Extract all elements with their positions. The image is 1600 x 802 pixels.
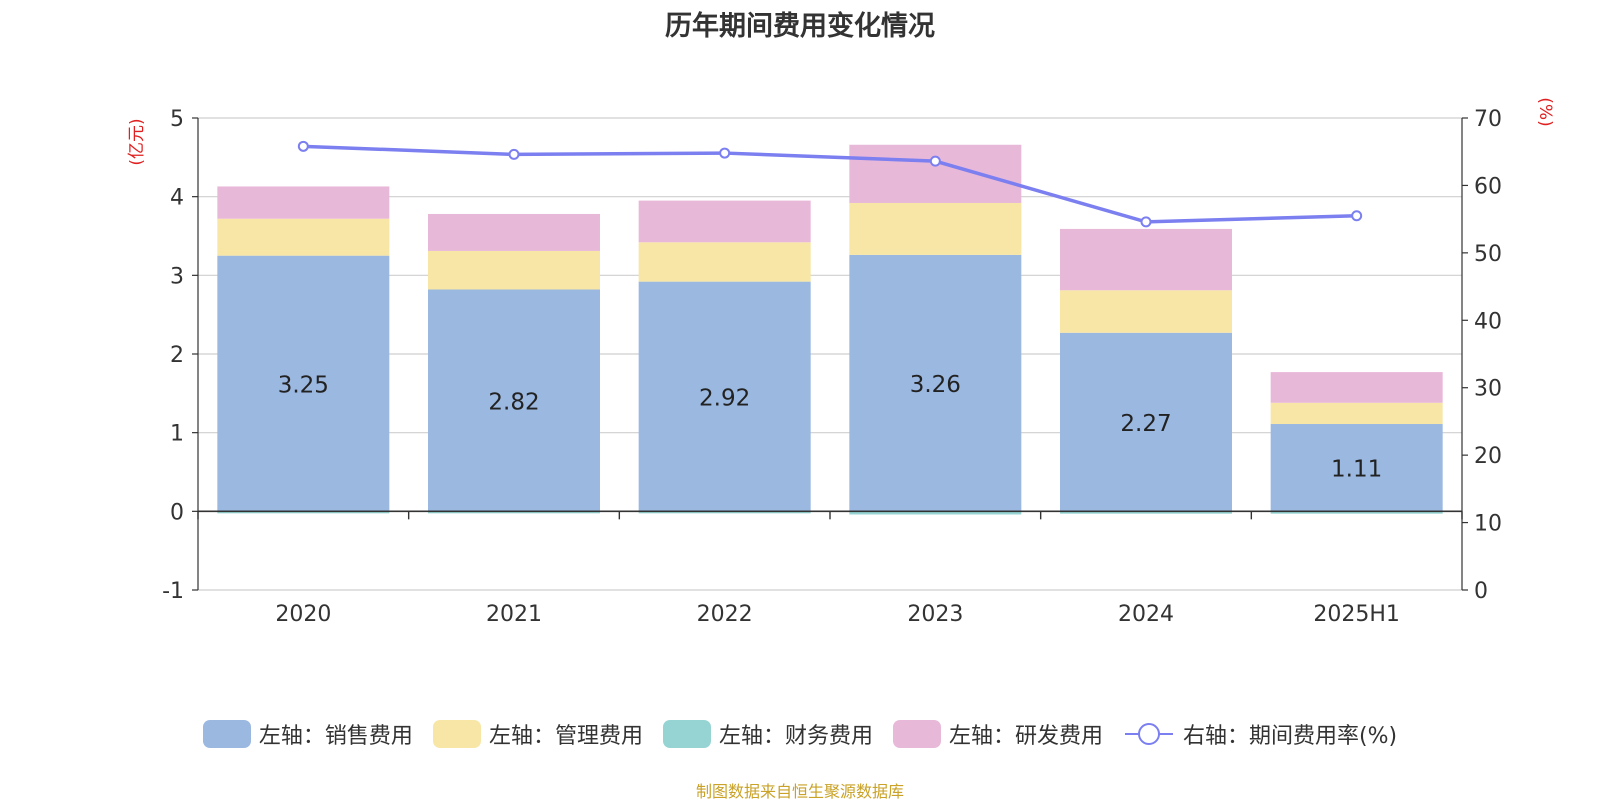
legend-swatch xyxy=(892,720,941,748)
legend-label: 右轴：期间费用率(%) xyxy=(1182,724,1398,749)
x-axis-category-label: 2024 xyxy=(1118,602,1174,627)
bar-segment xyxy=(217,255,390,512)
left-axis-tick-label: 1 xyxy=(170,422,184,447)
right-axis-tick-label: 60 xyxy=(1474,174,1502,199)
bar-segment xyxy=(638,281,811,512)
left-axis-tick-label: 0 xyxy=(170,500,184,525)
ratio-point xyxy=(508,148,520,160)
legend-swatch xyxy=(662,720,711,748)
right-axis-tick-label: 0 xyxy=(1474,579,1488,604)
data-label: 2.82 xyxy=(488,389,539,415)
data-label: 3.26 xyxy=(910,372,961,398)
ratio-point xyxy=(1140,216,1152,228)
chart-title: 历年期间费用变化情况 xyxy=(665,11,935,42)
bar-segment xyxy=(849,144,1022,203)
bar-segment xyxy=(638,242,811,282)
left-axis-tick-label: 4 xyxy=(170,186,184,211)
left-axis-tick-label: 2 xyxy=(170,343,184,368)
bar-segment xyxy=(428,511,600,514)
bar-segment xyxy=(1270,511,1443,514)
right-axis-tick-label: 70 xyxy=(1474,107,1502,132)
chart-legend: 左轴：销售费用 左轴：管理费用 左轴：财务费用 左轴：研发费用 右轴：期间费用率(%) xyxy=(0,718,1600,750)
bar-segment xyxy=(428,289,600,512)
ratio-point xyxy=(929,155,941,167)
x-axis-category-label: 2023 xyxy=(907,602,963,627)
legend-label: 左轴：财务费用 xyxy=(718,724,873,749)
legend-label: 左轴：销售费用 xyxy=(258,724,413,749)
left-axis-tick-label: 3 xyxy=(170,264,184,289)
right-axis-tick-label: 30 xyxy=(1474,377,1502,402)
legend-item[interactable]: 左轴：财务费用 xyxy=(662,718,873,750)
left-axis-tick-label: -1 xyxy=(162,579,184,604)
bar-segment xyxy=(217,186,390,219)
bar-segment xyxy=(217,511,390,514)
bar-segment xyxy=(428,213,600,251)
legend-item[interactable]: 右轴：期间费用率(%) xyxy=(1123,718,1397,750)
legend-item[interactable]: 左轴：研发费用 xyxy=(892,718,1103,750)
ratio-point xyxy=(1351,210,1363,222)
bar-segment xyxy=(1060,511,1232,514)
right-axis-tick-label: 40 xyxy=(1474,309,1502,334)
bar-segment xyxy=(1060,228,1232,291)
data-label: 3.25 xyxy=(278,373,329,399)
bar-segment xyxy=(849,511,1022,515)
right-axis-tick-label: 10 xyxy=(1474,512,1502,537)
legend-line-marker xyxy=(1123,720,1175,748)
legend-swatch xyxy=(202,720,251,748)
legend-label: 左轴：研发费用 xyxy=(948,724,1103,749)
legend-item[interactable]: 左轴：管理费用 xyxy=(432,718,643,750)
ratio-line xyxy=(303,144,1357,224)
legend-swatch xyxy=(432,720,481,748)
bar-segment xyxy=(638,200,811,243)
bar-segment xyxy=(1060,290,1232,333)
bar-segment xyxy=(217,218,390,256)
x-axis-category-label: 2020 xyxy=(275,602,331,627)
right-axis-tick-label: 50 xyxy=(1474,242,1502,267)
data-source-note: 制图数据来自恒生聚源数据库 xyxy=(695,782,904,801)
legend-label: 左轴：管理费用 xyxy=(488,724,643,749)
right-axis-tick-label: 20 xyxy=(1474,444,1502,469)
bar-segment xyxy=(638,511,811,514)
left-axis-tick-label: 5 xyxy=(170,107,184,132)
ratio-point xyxy=(719,147,731,159)
left-axis-unit: (亿元) xyxy=(127,118,147,165)
bar-segment xyxy=(849,202,1022,255)
data-label: 2.27 xyxy=(1120,411,1171,437)
right-axis-unit: (%) xyxy=(1535,97,1555,126)
x-axis-category-label: 2022 xyxy=(697,602,753,627)
data-label: 2.92 xyxy=(699,385,750,411)
data-label: 1.11 xyxy=(1331,457,1382,483)
ratio-point xyxy=(297,140,309,152)
x-axis-category-label: 2025H1 xyxy=(1313,602,1400,627)
bar-segment xyxy=(849,254,1022,512)
bar-segment xyxy=(1270,424,1443,512)
bar-segment xyxy=(1270,402,1443,425)
bar-segment xyxy=(1060,332,1232,512)
x-axis-category-label: 2021 xyxy=(486,602,542,627)
bar-segment xyxy=(428,250,600,290)
bar-segment xyxy=(1270,372,1443,403)
legend-item[interactable]: 左轴：销售费用 xyxy=(202,718,413,750)
